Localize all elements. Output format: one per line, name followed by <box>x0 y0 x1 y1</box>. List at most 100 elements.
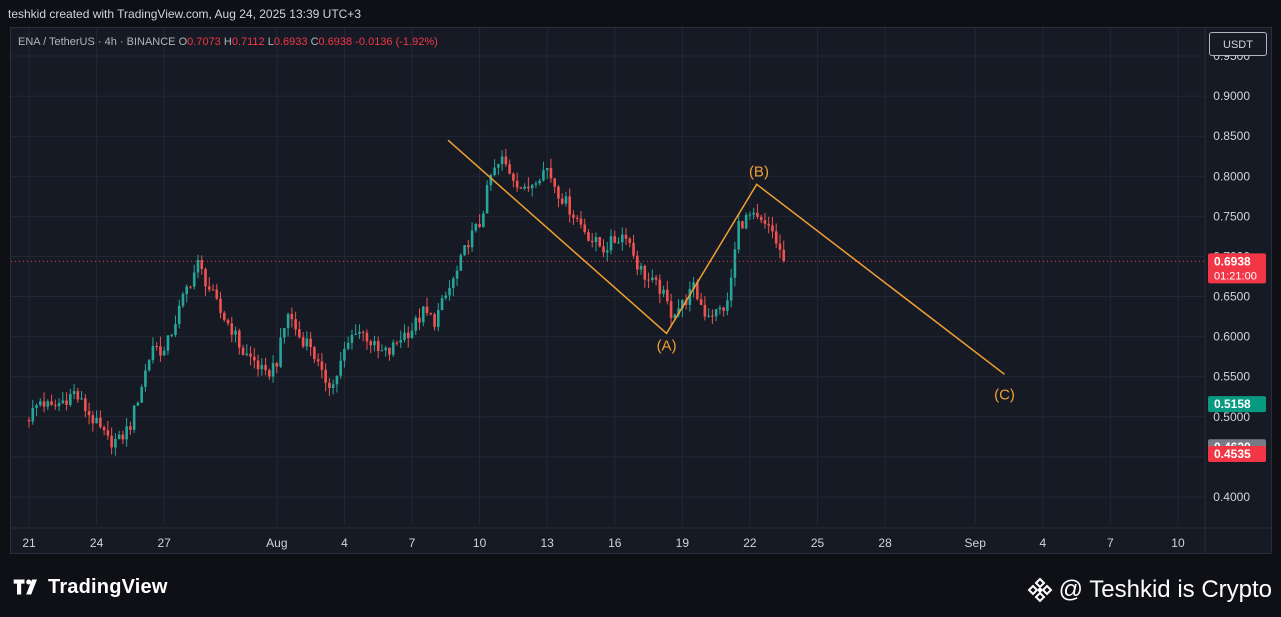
candle-body <box>418 317 421 323</box>
candle-body <box>328 382 331 389</box>
candle-body <box>38 401 42 406</box>
candle-body <box>410 330 414 338</box>
x-tick-label: 13 <box>540 536 554 550</box>
x-tick-label: 4 <box>341 536 348 550</box>
candle-body <box>290 314 294 320</box>
candle-body <box>162 350 166 356</box>
candle-body <box>628 238 632 243</box>
candle-body <box>346 342 350 349</box>
candle-body <box>519 187 523 189</box>
price-tag-bg <box>1208 396 1266 413</box>
candle-body <box>230 323 234 335</box>
candle-body <box>196 260 200 273</box>
candle-body <box>448 287 451 296</box>
candle-body <box>763 220 767 224</box>
candle-body <box>354 333 357 335</box>
wave-label: (C) <box>994 386 1015 403</box>
candle-body <box>365 332 369 342</box>
candle-body <box>27 419 31 422</box>
candle-body <box>253 356 256 361</box>
x-tick-label: Aug <box>266 536 287 550</box>
candle-body <box>264 365 267 371</box>
chart-pane[interactable] <box>10 27 1272 554</box>
candle-body <box>256 360 260 370</box>
x-tick-label: 16 <box>608 536 622 550</box>
author-watermark: @ Teshkid is Crypto <box>1027 576 1272 604</box>
candle-body <box>729 277 733 301</box>
candle-body <box>666 289 669 302</box>
candle-body <box>782 249 786 262</box>
candle-body <box>564 196 568 204</box>
symbol-info: ENA / TetherUS · 4h · BINANCE <box>18 36 176 48</box>
x-tick-label: 4 <box>1039 536 1046 550</box>
price-tag-countdown: 01:21:00 <box>1214 270 1257 282</box>
candle-body <box>557 186 560 199</box>
candle-body <box>95 417 98 424</box>
candle-body <box>512 173 515 181</box>
candle-body <box>467 245 470 248</box>
y-tick-label: 0.5500 <box>1213 370 1250 384</box>
candle-body <box>436 310 440 327</box>
x-tick-label: 27 <box>158 536 172 550</box>
y-tick-label: 0.4000 <box>1213 490 1250 504</box>
candle-body <box>515 180 519 188</box>
candle-body <box>147 359 151 371</box>
candle-body <box>425 306 429 314</box>
candle-body <box>57 403 61 407</box>
candle-body <box>497 164 500 168</box>
candle-body <box>204 269 207 287</box>
wave-label: (B) <box>749 163 769 180</box>
currency-button[interactable]: USDT <box>1209 32 1267 56</box>
candle-body <box>748 214 752 216</box>
candle-body <box>358 331 361 334</box>
candle-body <box>320 361 324 370</box>
candle-body <box>534 183 538 185</box>
candle-body <box>369 341 373 346</box>
candle-body <box>722 307 725 311</box>
diamond-logo-icon <box>1027 577 1053 603</box>
brand-name: TradingView <box>48 575 168 598</box>
candle-body <box>170 334 174 336</box>
candle-body <box>632 242 635 256</box>
candle-body <box>726 300 729 311</box>
candle-body <box>647 279 650 281</box>
candle-body <box>553 178 556 187</box>
x-tick-label: Sep <box>965 536 987 550</box>
candle-body <box>654 277 658 280</box>
candles <box>11 148 1205 456</box>
candle-body <box>151 346 155 360</box>
candle-body <box>65 400 68 406</box>
grid-lines <box>11 28 1271 553</box>
candle-body <box>459 255 463 271</box>
candle-body <box>305 338 309 347</box>
candle-body <box>376 341 380 351</box>
tradingview-logo-icon <box>13 579 37 595</box>
candle-body <box>673 314 677 318</box>
candle-body <box>478 223 481 228</box>
candle-body <box>605 250 609 253</box>
candle-body <box>301 337 305 347</box>
x-tick-label: 28 <box>878 536 892 550</box>
candle-body <box>69 394 72 406</box>
wave-annotation: (A) (B) (C) <box>447 139 1015 403</box>
candle-body <box>504 156 508 165</box>
candle-body <box>455 270 459 279</box>
candle-body <box>538 180 541 184</box>
candle-body <box>485 185 489 214</box>
candle-body <box>350 334 354 343</box>
candle-body <box>651 277 654 280</box>
x-tick-label: 7 <box>1107 536 1114 550</box>
change-value: -0.0136 (-1.92%) <box>355 36 438 48</box>
candle-body <box>639 265 643 270</box>
x-tick-label: 7 <box>409 536 416 550</box>
candle-body <box>617 242 620 244</box>
candle-body <box>568 196 572 215</box>
candle-body <box>121 434 125 440</box>
candle-body <box>587 232 590 241</box>
candle-body <box>718 307 722 310</box>
candle-body <box>125 426 128 440</box>
candle-body <box>699 299 703 305</box>
candle-body <box>215 289 219 299</box>
